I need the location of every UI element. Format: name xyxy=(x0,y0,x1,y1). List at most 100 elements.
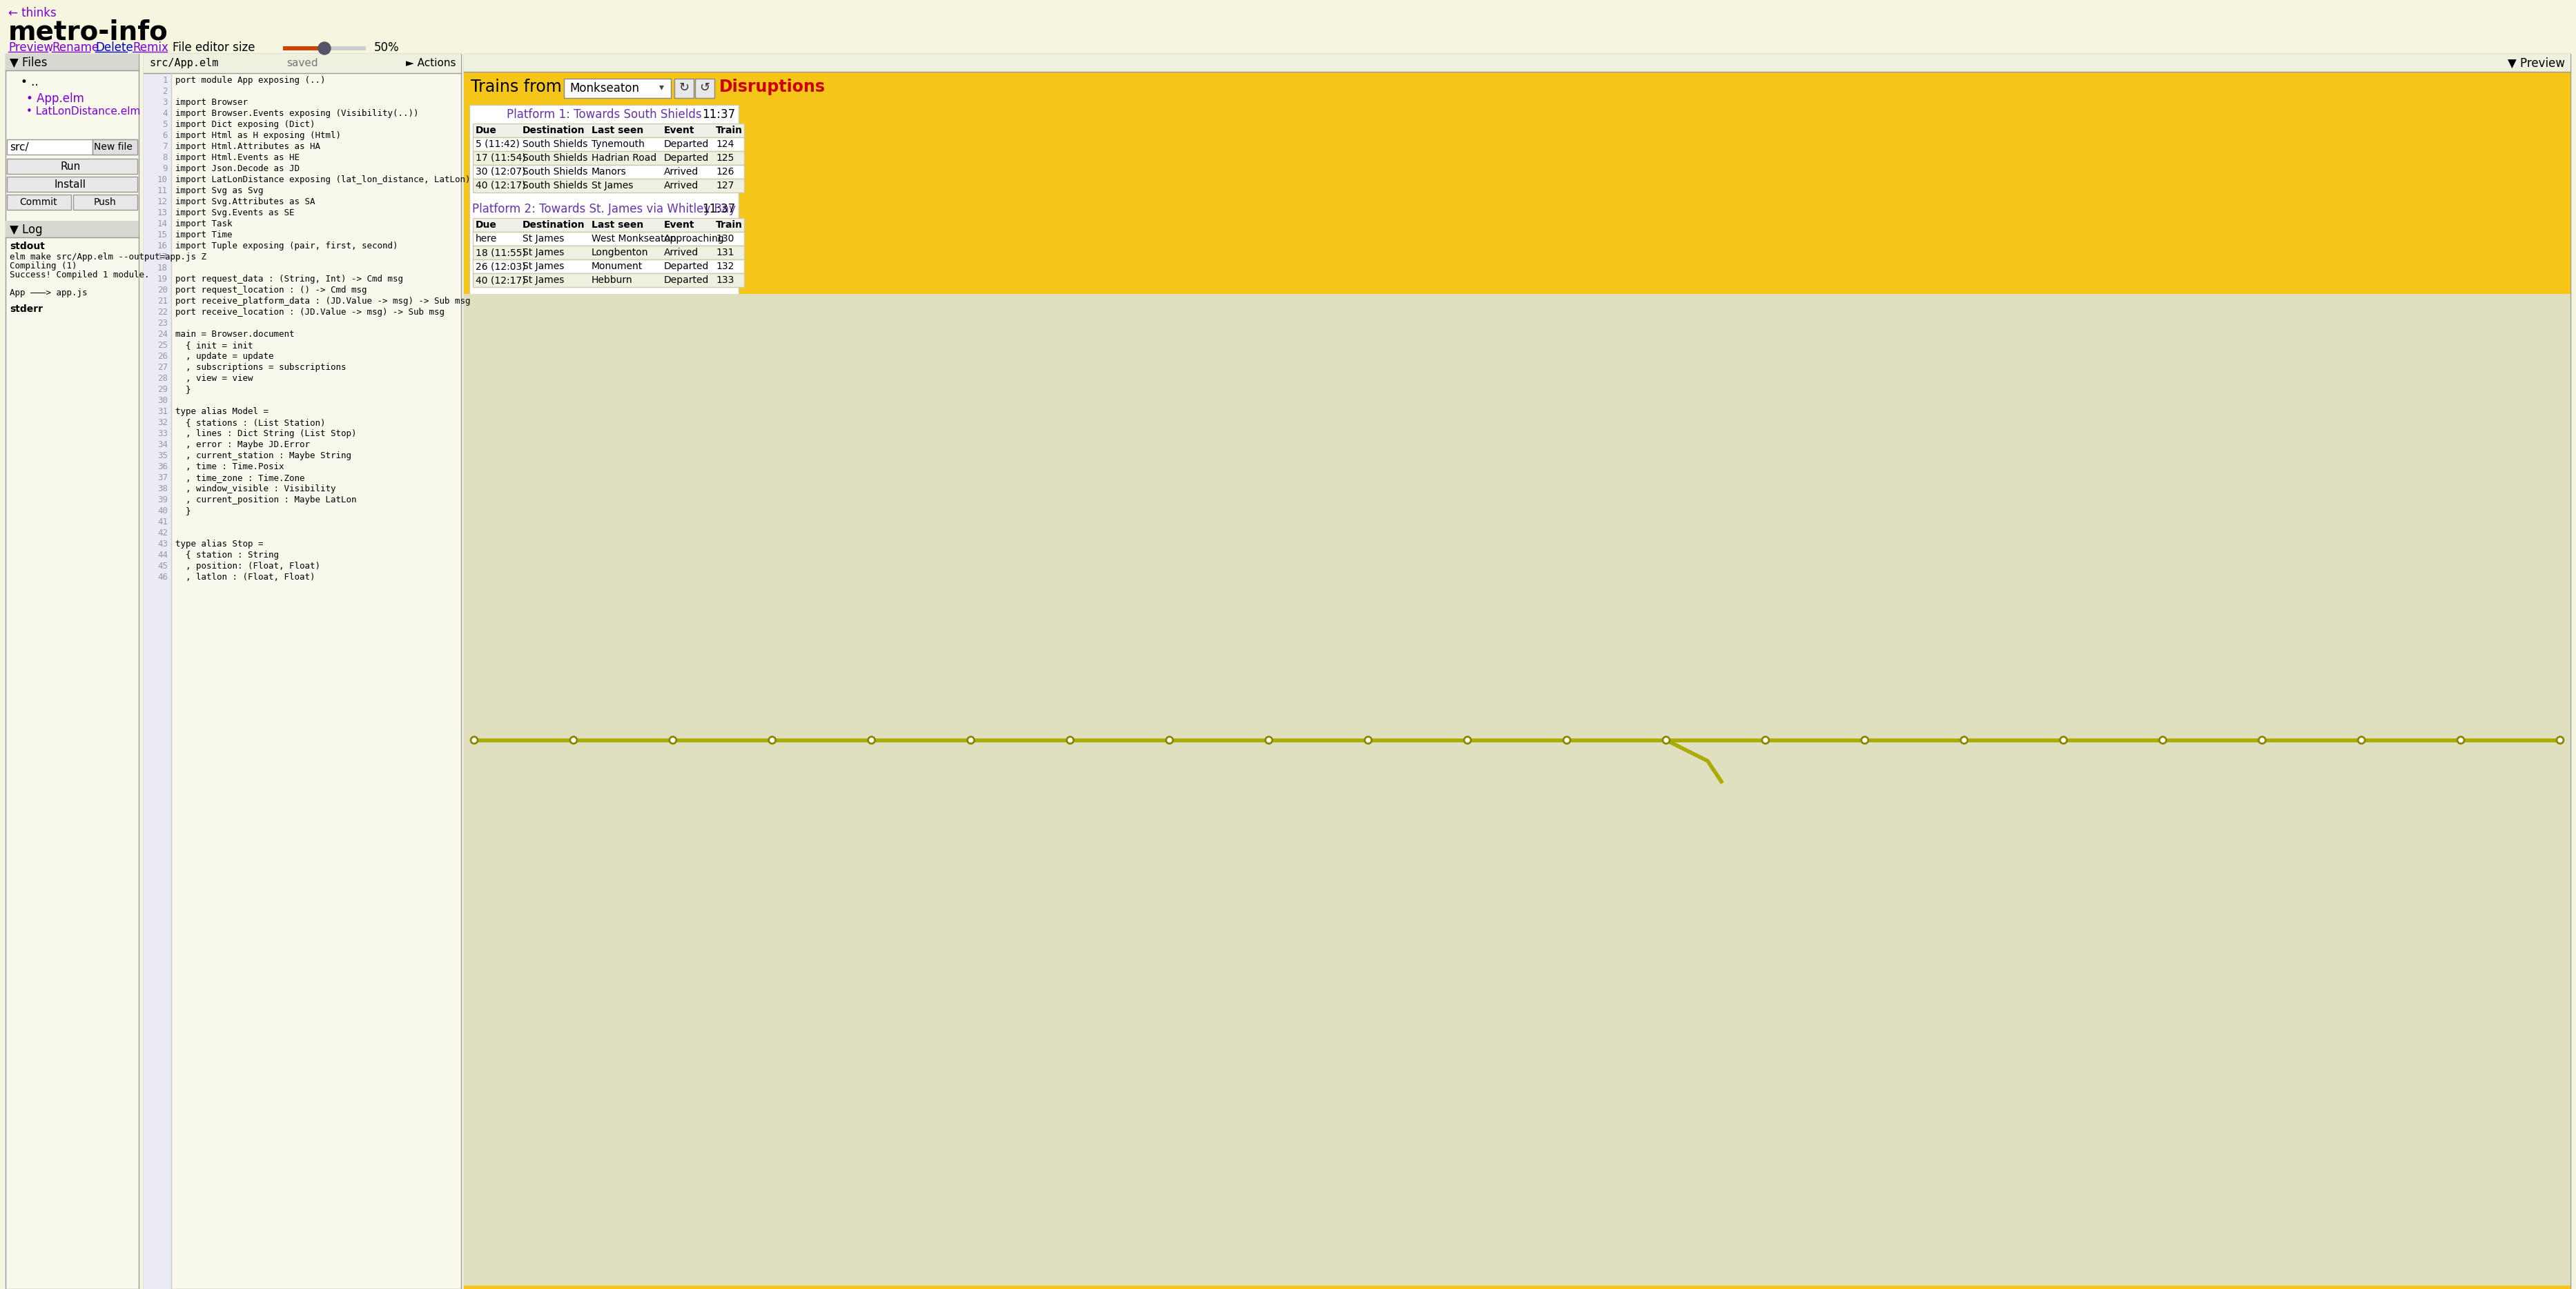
Text: 8: 8 xyxy=(162,153,167,162)
Text: import Svg.Events as SE: import Svg.Events as SE xyxy=(175,209,294,218)
Text: src/App.elm: src/App.elm xyxy=(149,58,219,68)
Text: port request_data : (String, Int) -> Cmd msg: port request_data : (String, Int) -> Cmd… xyxy=(175,275,402,284)
Text: import Html.Events as HE: import Html.Events as HE xyxy=(175,153,299,162)
Bar xyxy=(564,79,670,98)
Text: { station : String: { station : String xyxy=(175,550,278,559)
Circle shape xyxy=(1762,737,1770,744)
Circle shape xyxy=(1960,737,1968,744)
Text: , current_position : Maybe LatLon: , current_position : Maybe LatLon xyxy=(175,495,355,504)
Text: Event: Event xyxy=(665,220,696,229)
Text: 5: 5 xyxy=(162,120,167,129)
Text: import Browser: import Browser xyxy=(175,98,247,107)
Text: 22: 22 xyxy=(157,308,167,317)
Circle shape xyxy=(2555,737,2563,744)
Text: 17 (11:54): 17 (11:54) xyxy=(477,153,526,162)
Text: src/: src/ xyxy=(10,142,28,152)
Text: }: } xyxy=(175,507,191,516)
Text: port receive_platform_data : (JD.Value -> msg) -> Sub msg: port receive_platform_data : (JD.Value -… xyxy=(175,296,471,305)
Circle shape xyxy=(1066,737,1074,744)
Text: metro-info: metro-info xyxy=(8,19,167,45)
Circle shape xyxy=(1167,737,1172,744)
Text: main = Browser.document: main = Browser.document xyxy=(175,330,294,339)
Text: 30: 30 xyxy=(157,396,167,405)
Text: ← thinks: ← thinks xyxy=(8,6,57,19)
Text: 126: 126 xyxy=(716,168,734,177)
Bar xyxy=(696,79,714,98)
Text: ▾: ▾ xyxy=(659,82,665,92)
Bar xyxy=(474,124,744,138)
Text: import Svg.Attributes as SA: import Svg.Attributes as SA xyxy=(175,197,314,206)
Text: 29: 29 xyxy=(157,385,167,394)
Text: Train: Train xyxy=(716,220,742,229)
Text: ↺: ↺ xyxy=(701,81,711,94)
Circle shape xyxy=(1265,737,1273,744)
Text: Train: Train xyxy=(716,125,742,135)
Text: 11: 11 xyxy=(157,187,167,195)
Bar xyxy=(474,246,744,259)
Circle shape xyxy=(1365,737,1370,744)
Text: Success! Compiled 1 module.: Success! Compiled 1 module. xyxy=(10,271,149,280)
Text: type alias Stop =: type alias Stop = xyxy=(175,540,263,549)
Text: 133: 133 xyxy=(716,276,734,285)
Text: 34: 34 xyxy=(157,441,167,450)
Text: , view = view: , view = view xyxy=(175,374,252,383)
Text: { stations : (List Station): { stations : (List Station) xyxy=(175,418,325,427)
Bar xyxy=(283,46,325,50)
Text: App ———> app.js: App ———> app.js xyxy=(10,289,88,298)
Bar xyxy=(144,54,461,1289)
Text: port request_location : () -> Cmd msg: port request_location : () -> Cmd msg xyxy=(175,286,366,295)
Text: Compiling (1): Compiling (1) xyxy=(10,262,77,271)
Text: stdout: stdout xyxy=(10,241,44,251)
Text: • App.elm: • App.elm xyxy=(26,93,85,104)
Text: import Json.Decode as JD: import Json.Decode as JD xyxy=(175,164,299,173)
Bar xyxy=(469,104,739,394)
Text: 44: 44 xyxy=(157,550,167,559)
Text: type alias Model =: type alias Model = xyxy=(175,407,268,416)
Text: 45: 45 xyxy=(157,562,167,571)
Text: Hebburn: Hebburn xyxy=(592,276,634,285)
Circle shape xyxy=(319,43,330,54)
Text: }: } xyxy=(175,385,191,394)
Bar xyxy=(474,138,744,151)
Text: 50%: 50% xyxy=(374,41,399,54)
Bar xyxy=(464,54,2571,1289)
Text: saved: saved xyxy=(286,58,317,68)
Text: 24: 24 xyxy=(157,330,167,339)
Text: 40 (12:17): 40 (12:17) xyxy=(477,180,526,191)
Text: 131: 131 xyxy=(716,247,734,258)
Text: 6: 6 xyxy=(162,131,167,141)
Bar xyxy=(474,259,744,273)
Text: 23: 23 xyxy=(157,318,167,327)
Text: St James: St James xyxy=(523,276,564,285)
Bar xyxy=(474,165,744,179)
Text: 15: 15 xyxy=(157,231,167,240)
Text: 27: 27 xyxy=(157,363,167,373)
Circle shape xyxy=(768,737,775,744)
Text: St James: St James xyxy=(523,247,564,258)
Text: Last seen: Last seen xyxy=(592,125,644,135)
Text: 39: 39 xyxy=(157,495,167,504)
Text: Push: Push xyxy=(93,197,116,208)
Bar xyxy=(8,159,137,174)
Text: stderr: stderr xyxy=(10,304,44,315)
Text: 3: 3 xyxy=(162,98,167,107)
Text: Longbenton: Longbenton xyxy=(592,247,649,258)
Text: 1: 1 xyxy=(162,76,167,85)
Text: St James: St James xyxy=(523,262,564,271)
Text: Platform 1: Towards South Shields: Platform 1: Towards South Shields xyxy=(507,108,701,121)
Bar xyxy=(474,151,744,165)
Bar xyxy=(93,139,137,155)
Text: • LatLonDistance.elm: • LatLonDistance.elm xyxy=(26,106,139,116)
Text: Destination: Destination xyxy=(523,220,585,229)
Text: { init = init: { init = init xyxy=(175,340,252,349)
Text: ↻: ↻ xyxy=(680,81,690,94)
Text: South Shields: South Shields xyxy=(523,180,587,191)
Bar xyxy=(5,220,139,237)
Text: ▼ Files: ▼ Files xyxy=(10,57,46,70)
Text: ► Actions: ► Actions xyxy=(404,58,456,68)
Text: 130: 130 xyxy=(716,233,734,244)
Text: import Html.Attributes as HA: import Html.Attributes as HA xyxy=(175,142,319,151)
Text: 2: 2 xyxy=(162,86,167,95)
Text: Departed: Departed xyxy=(665,276,708,285)
Circle shape xyxy=(1564,737,1571,744)
